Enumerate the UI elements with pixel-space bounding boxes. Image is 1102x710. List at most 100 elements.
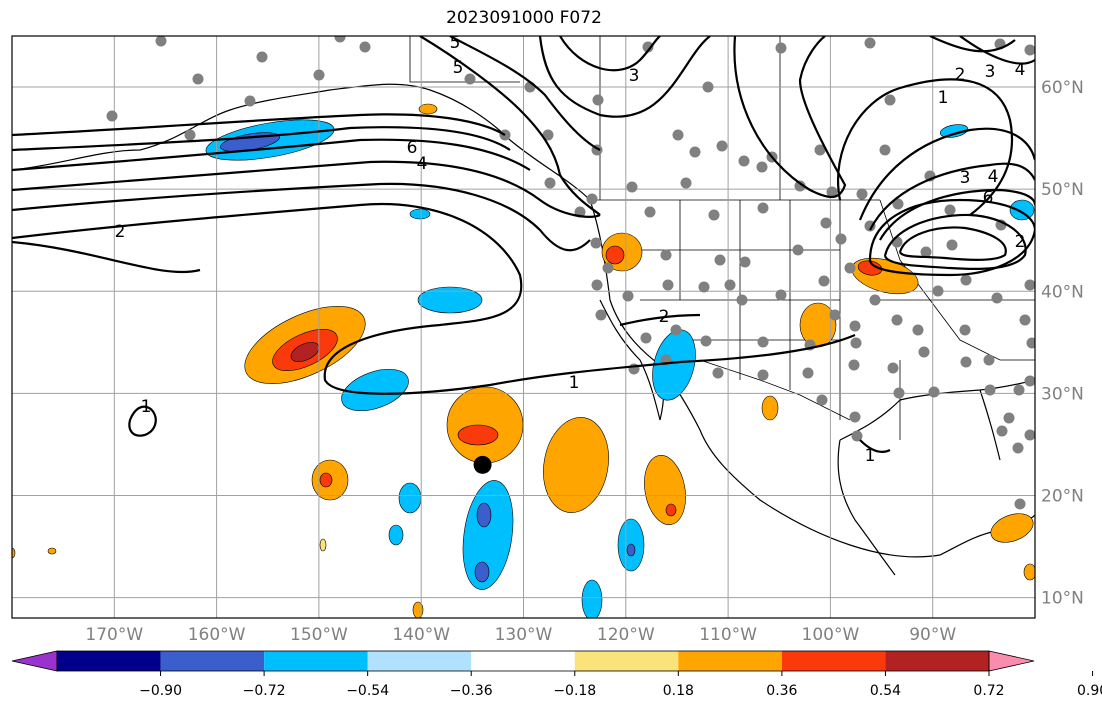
anomaly-patch — [1023, 563, 1035, 581]
storm-center-marker — [473, 455, 492, 474]
station-dot — [816, 394, 828, 406]
lon-tick-label: 110°W — [699, 625, 757, 645]
station-dot — [932, 285, 944, 297]
colorbar-segment — [57, 651, 161, 671]
lon-tick-label: 90°W — [909, 625, 956, 645]
station-dot — [680, 177, 692, 189]
anomaly-patch — [341, 368, 409, 412]
station-dot — [642, 41, 654, 53]
station-dot — [835, 233, 847, 245]
station-dot — [708, 209, 720, 221]
lat-tick-label: 40°N — [1041, 282, 1084, 302]
colorbar-tick-label: 0.36 — [766, 683, 797, 699]
station-dot — [640, 332, 652, 344]
contour-label: 6 — [983, 188, 994, 208]
contour-label: 3 — [985, 62, 996, 82]
contour-line — [12, 126, 511, 152]
station-dot — [544, 177, 556, 189]
station-dot — [996, 425, 1008, 437]
station-dot — [595, 309, 607, 321]
anomaly-patch — [474, 561, 490, 583]
station-dot — [794, 180, 806, 192]
colorbar-extend-min — [11, 650, 58, 672]
contour-line — [879, 188, 1035, 241]
station-dot — [662, 279, 674, 291]
station-dot — [586, 193, 598, 205]
anomaly-patch — [319, 472, 333, 488]
colorbar-tick-label: −0.54 — [346, 683, 389, 699]
station-dot — [672, 129, 684, 141]
contour-line — [929, 36, 1016, 53]
station-dot — [864, 37, 876, 49]
station-dot — [592, 94, 604, 106]
colorbar-segment — [160, 651, 265, 671]
contour-line — [449, 36, 601, 151]
anomaly-patch — [990, 513, 1034, 543]
contour-line — [559, 36, 661, 72]
station-dot — [775, 42, 787, 54]
station-dot — [106, 110, 118, 122]
station-dot — [991, 292, 1003, 304]
station-dot — [714, 254, 726, 266]
station-dot — [775, 289, 787, 301]
station-dot — [670, 324, 682, 336]
contour-line — [837, 78, 1013, 216]
station-dot — [891, 236, 903, 248]
lat-tick-label: 10°N — [1041, 589, 1084, 609]
colorbar-tick-label: 0.72 — [973, 683, 1004, 699]
contour-line — [12, 240, 201, 274]
station-dot — [689, 146, 701, 158]
anomaly-patch — [605, 245, 625, 265]
contour-label: 1 — [938, 88, 949, 108]
station-dot — [792, 244, 804, 256]
station-dot — [591, 279, 603, 291]
station-dot — [660, 249, 672, 261]
station-dot — [313, 69, 325, 81]
station-dot — [848, 359, 860, 371]
station-dot — [184, 129, 196, 141]
station-dot — [826, 186, 838, 198]
contour-label: 4 — [417, 154, 428, 174]
station-dot — [1024, 279, 1035, 291]
anomaly-patch — [476, 502, 492, 528]
colorbar-segment — [885, 651, 989, 671]
colorbar-tick-label: −0.72 — [243, 683, 286, 699]
station-dot — [1024, 44, 1035, 56]
lat-tick-label: 60°N — [1041, 78, 1084, 98]
station-dot — [738, 155, 750, 167]
station-dot — [1003, 412, 1015, 424]
contour-line — [128, 405, 157, 437]
anomaly-patch — [409, 208, 431, 220]
station-dot — [244, 95, 256, 107]
station-dot — [856, 188, 868, 200]
anomaly-patch — [417, 286, 483, 314]
map-title: 2023091000 F072 — [446, 8, 602, 28]
station-dot — [944, 204, 956, 216]
colorbar-tick-label: 0.90 — [1077, 683, 1102, 699]
station-dot — [887, 362, 899, 374]
station-dot — [736, 294, 748, 306]
lon-tick-label: 170°W — [85, 625, 143, 645]
contour-line — [869, 162, 1035, 231]
station-dot — [960, 274, 972, 286]
station-dot — [818, 275, 830, 287]
station-dot — [893, 387, 905, 399]
station-dot — [716, 140, 728, 152]
station-dot — [644, 206, 656, 218]
lat-tick-label: 20°N — [1041, 486, 1084, 506]
station-dot — [698, 281, 710, 293]
lat-tick-label: 50°N — [1041, 180, 1084, 200]
station-dot — [464, 73, 476, 85]
station-dot — [702, 81, 714, 93]
contour-line — [419, 36, 601, 216]
lon-tick-label: 120°W — [597, 625, 655, 645]
anomaly-patch — [665, 503, 677, 517]
station-dot — [724, 279, 736, 291]
colorbar-tick-label: −0.36 — [450, 683, 493, 699]
station-dot — [920, 246, 932, 258]
station-dot — [820, 217, 832, 229]
station-dot — [1026, 337, 1035, 349]
contour-line — [12, 138, 531, 172]
station-dot — [757, 202, 769, 214]
